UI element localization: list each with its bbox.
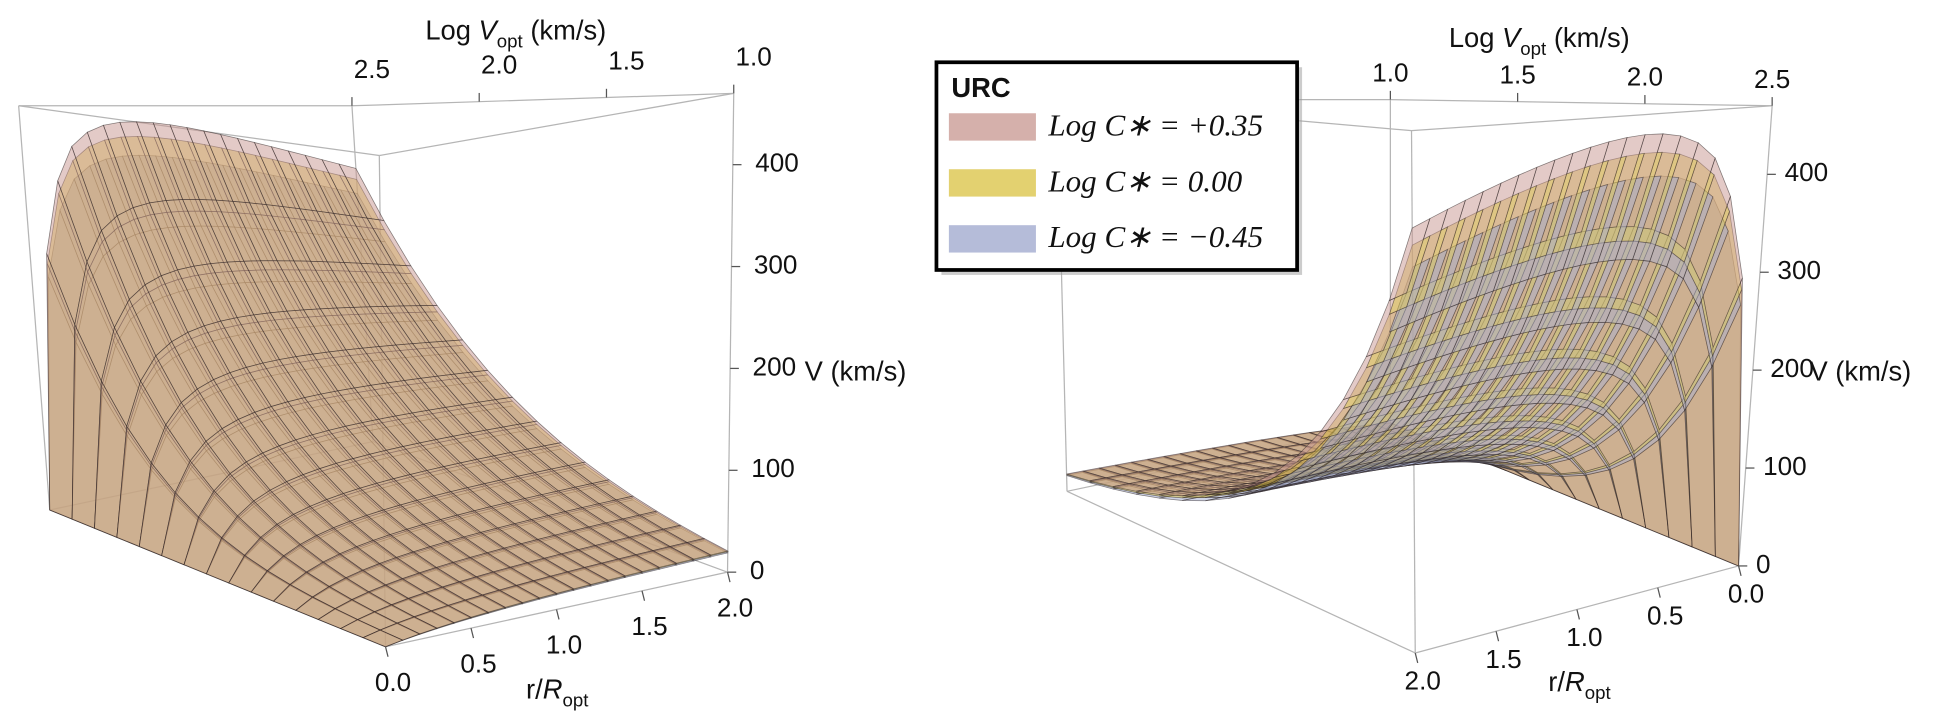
ylabel-part: V — [1502, 22, 1523, 53]
ylabel-title: Log Vopt (km/s) — [425, 15, 606, 52]
x-tick — [641, 590, 646, 601]
z-tick-label: 0 — [750, 555, 765, 585]
legend-label: Log C∗ = 0.00 — [1047, 163, 1242, 198]
z-tick-label: 100 — [751, 453, 795, 483]
z-tick-label: 100 — [1763, 451, 1807, 481]
legend-swatch — [948, 225, 1036, 253]
y-tick-label: 2.0 — [1627, 62, 1663, 92]
box-edge — [351, 92, 734, 107]
x-tick — [384, 646, 389, 657]
y-tick-label: 2.5 — [354, 54, 390, 84]
x-tick-label: 1.0 — [546, 630, 582, 660]
ylabel-part: opt — [497, 31, 524, 52]
box-edge — [1390, 98, 1773, 107]
xlabel-part: r/ — [526, 674, 543, 705]
x-tick-label: 1.0 — [1566, 622, 1602, 652]
xlabel-part: R — [1565, 666, 1585, 697]
z-tick-label: 400 — [1785, 157, 1829, 187]
x-tick-label: 2.0 — [1405, 666, 1441, 696]
z-tick-label: 200 — [753, 351, 797, 381]
legend-label: Log C∗ = +0.35 — [1047, 107, 1263, 142]
y-tick-label: 1.0 — [1372, 58, 1408, 88]
y-tick-label: 1.0 — [735, 41, 771, 71]
ylabel-part: Log — [1449, 22, 1502, 53]
x-tick-label: 1.5 — [1485, 644, 1521, 674]
x-tick-label: 0.0 — [375, 667, 411, 697]
box-edge — [18, 105, 51, 511]
ylabel-part: Log — [425, 15, 478, 46]
y-tick-label: 2.5 — [1754, 64, 1790, 94]
x-tick — [470, 627, 475, 639]
x-tick-label: 0.5 — [460, 648, 496, 678]
zlabel-title: V (km/s) — [805, 355, 907, 386]
x-tick-label: 0.5 — [1647, 600, 1683, 630]
surface-plot: 0 100 200 300 400 0.0 0.5 1.0 1.5 2.0 2.5 2.0 1.5 1.0… — [18, 15, 907, 711]
ylabel-part: V — [479, 15, 500, 46]
box-edge — [1737, 105, 1773, 566]
x-tick-label: 1.5 — [631, 611, 667, 641]
xlabel-title: r/Ropt — [526, 674, 589, 711]
y-tick-label: 1.5 — [1499, 60, 1535, 90]
legend-label: Log C∗ = −0.45 — [1047, 219, 1263, 254]
surface-plot: 0 100 200 300 400 2.0 1.5 1.0 0.5 0.0 1.0 1.5 2.0 2.5… — [1056, 22, 1911, 704]
z-tick-label: 400 — [755, 148, 799, 178]
surface-patch — [1388, 217, 1431, 302]
legend-title: URC — [951, 72, 1010, 103]
xlabel-part: opt — [563, 690, 590, 711]
legend-swatch — [948, 113, 1036, 141]
xlabel-title: r/Ropt — [1548, 666, 1611, 703]
x-tick — [555, 609, 560, 620]
legend: URC Log C∗ = +0.35 Log C∗ = 0.00 Log C∗ = −… — [934, 60, 1303, 275]
box-edge — [1411, 105, 1773, 132]
ylabel-part: (km/s) — [523, 15, 607, 46]
legend-swatch — [948, 169, 1036, 197]
z-tick-label: 300 — [1777, 255, 1821, 285]
x-tick — [1737, 565, 1742, 577]
x-tick — [1414, 652, 1419, 664]
y-tick-label: 2.0 — [481, 50, 517, 80]
y-tick-label: 1.5 — [608, 46, 644, 76]
z-tick-label: 0 — [1756, 549, 1771, 579]
surface-patch — [362, 629, 404, 648]
x-tick-label: 0.0 — [1728, 579, 1764, 609]
x-tick-label: 2.0 — [717, 592, 753, 622]
x-tick — [1495, 631, 1500, 642]
ylabel-part: (km/s) — [1546, 22, 1630, 53]
z-tick-label: 300 — [754, 249, 798, 279]
x-tick — [1657, 587, 1661, 598]
xlabel-part: r/ — [1548, 666, 1565, 697]
x-tick — [726, 572, 731, 583]
box-edge — [379, 92, 734, 157]
ylabel-part: opt — [1520, 38, 1547, 59]
xlabel-part: R — [543, 674, 563, 705]
box-edge — [1066, 490, 1416, 654]
xlabel-part: opt — [1585, 683, 1612, 704]
box-edge — [726, 93, 735, 573]
z-tick-label: 200 — [1770, 353, 1814, 383]
ylabel-title: Log Vopt (km/s) — [1449, 22, 1630, 59]
x-tick — [1576, 609, 1581, 620]
zlabel-title: V (km/s) — [1809, 355, 1911, 386]
